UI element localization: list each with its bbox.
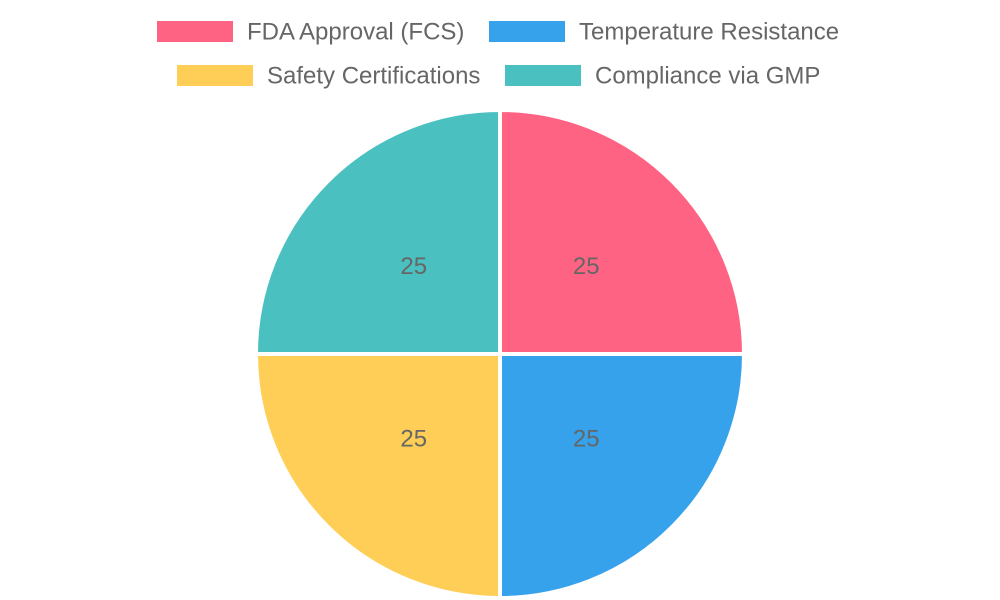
- slice-value-label: 25: [573, 426, 600, 453]
- slice-labels: 25 25 25 25: [400, 253, 599, 453]
- legend-label: FDA Approval (FCS): [247, 19, 464, 46]
- slice-value-label: 25: [400, 426, 427, 453]
- slice-value-label: 25: [573, 253, 600, 280]
- legend-swatch: [489, 21, 565, 42]
- legend-label: Temperature Resistance: [579, 19, 839, 46]
- legend-swatch: [177, 65, 253, 86]
- legend-swatch: [157, 21, 233, 42]
- legend: FDA Approval (FCS) Temperature Resistance…: [157, 19, 839, 90]
- legend-item-compliance-via-gmp[interactable]: Compliance via GMP: [505, 63, 820, 90]
- legend-item-fda-approval-fcs[interactable]: FDA Approval (FCS): [157, 19, 464, 46]
- legend-swatch: [505, 65, 581, 86]
- legend-label: Safety Certifications: [267, 63, 480, 90]
- legend-item-temperature-resistance[interactable]: Temperature Resistance: [489, 19, 839, 46]
- legend-label: Compliance via GMP: [595, 63, 820, 90]
- slice-temperature-resistance[interactable]: [498, 352, 746, 600]
- slice-compliance-via-gmp[interactable]: [254, 108, 502, 356]
- slice-fda-approval-fcs[interactable]: [498, 108, 746, 356]
- slice-safety-certifications[interactable]: [254, 352, 502, 600]
- legend-item-safety-certifications[interactable]: Safety Certifications: [177, 63, 480, 90]
- slice-value-label: 25: [400, 253, 427, 280]
- pie-slices: [254, 108, 746, 600]
